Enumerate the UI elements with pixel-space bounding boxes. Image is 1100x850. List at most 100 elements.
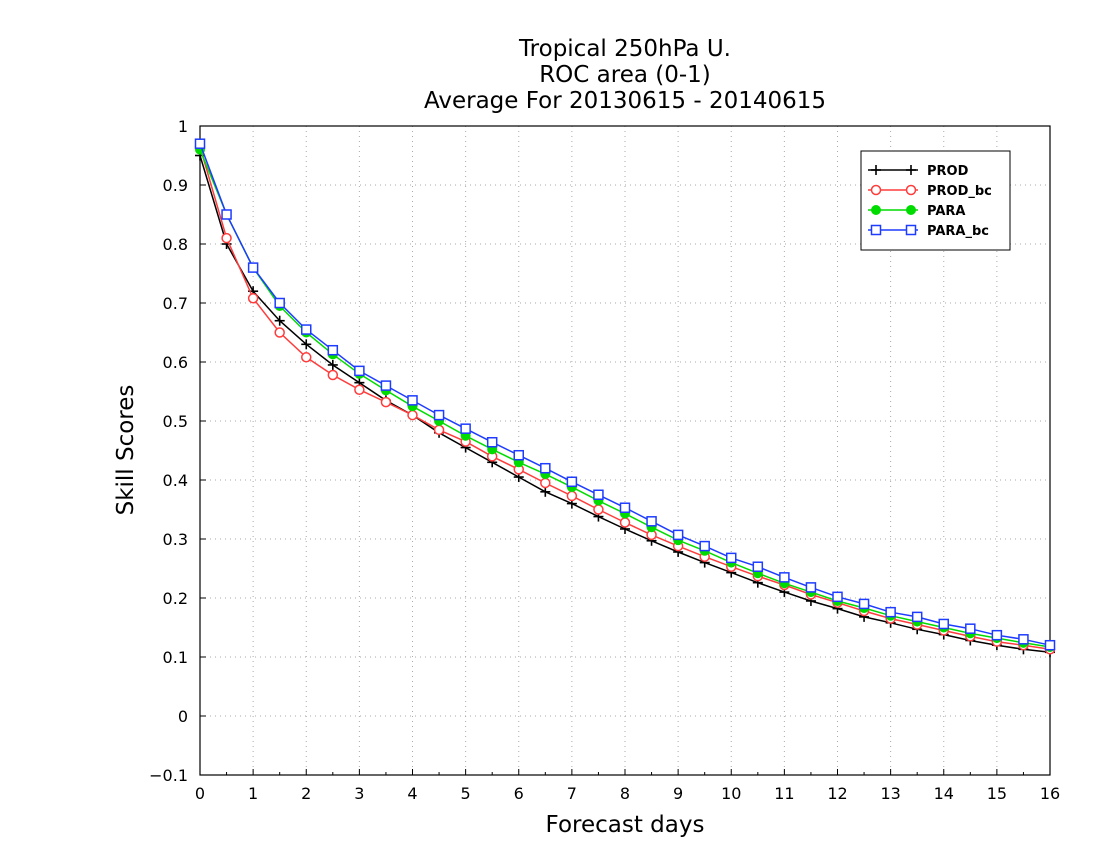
x-axis-label: Forecast days <box>546 812 705 838</box>
circle-marker <box>407 409 418 421</box>
y-tick-label: 0.9 <box>163 176 188 195</box>
x-tick-label: 0 <box>195 784 205 803</box>
square-marker <box>221 209 232 220</box>
y-tick-label: 1 <box>178 117 188 136</box>
x-tick-label: 9 <box>673 784 683 803</box>
chart-title-line-1: Tropical 250hPa U. <box>519 36 731 62</box>
circle-marker <box>274 327 285 338</box>
x-tick-label: 1 <box>248 784 258 803</box>
circle-marker <box>327 369 339 381</box>
x-tick-label: 10 <box>721 784 741 803</box>
square-marker <box>301 324 312 335</box>
x-tick-label: 16 <box>1040 784 1060 803</box>
x-tick-label: 6 <box>514 784 524 803</box>
square-marker <box>354 365 365 377</box>
square-marker <box>832 591 843 603</box>
square-marker <box>194 138 206 149</box>
series-para_bc <box>194 138 1056 651</box>
grid <box>200 126 1050 775</box>
square-marker <box>911 611 923 623</box>
plus-marker <box>871 165 881 175</box>
y-tick-label: 0 <box>178 707 188 726</box>
x-tick-label: 12 <box>827 784 847 803</box>
x-tick-label: 3 <box>354 784 364 803</box>
plus-marker <box>301 339 312 350</box>
legend-label: PROD <box>927 164 969 179</box>
square-marker <box>619 502 631 513</box>
y-tick-label: 0.6 <box>163 353 188 372</box>
x-tick-label: 7 <box>567 784 577 803</box>
x-tick-label: 5 <box>461 784 471 803</box>
chart-title-line-3: Average For 20130615 - 20140615 <box>423 88 827 114</box>
square-marker <box>540 462 551 474</box>
square-marker <box>938 618 949 630</box>
square-marker <box>646 516 657 527</box>
square-marker <box>752 561 764 572</box>
square-marker <box>247 262 259 273</box>
y-tick-label: 0.3 <box>163 530 188 549</box>
x-tick-label: 11 <box>774 784 794 803</box>
circle-marker <box>433 424 445 436</box>
circle-marker <box>380 396 392 408</box>
square-marker <box>460 423 471 434</box>
filled-circle-marker <box>871 205 881 215</box>
square-marker <box>433 409 445 421</box>
square-marker <box>905 224 917 236</box>
square-marker <box>1044 639 1056 651</box>
square-marker <box>593 489 604 500</box>
plus-marker <box>274 315 285 326</box>
square-marker <box>274 297 285 309</box>
plus-marker <box>540 486 551 497</box>
legend-item-prod_bc: PROD_bc <box>868 184 992 199</box>
x-tick-label: 4 <box>407 784 417 803</box>
y-tick-label: 0.4 <box>163 471 188 490</box>
legend-item-para: PARA <box>868 204 965 219</box>
square-marker <box>805 582 817 593</box>
filled-circle-marker <box>906 205 916 215</box>
legend: PROD PROD_bc PARA PARA_bc <box>860 150 1011 251</box>
circle-marker <box>870 184 882 196</box>
legend-item-prod: PROD <box>868 164 969 179</box>
circle-marker <box>301 352 312 363</box>
y-axis-label: Skill Scores <box>113 385 139 516</box>
square-marker <box>407 395 418 406</box>
circle-marker <box>354 384 365 395</box>
circle-marker <box>221 232 232 244</box>
x-tick-label: 2 <box>301 784 311 803</box>
series <box>194 138 1056 658</box>
square-marker <box>486 436 498 448</box>
legend-item-para_bc: PARA_bc <box>868 224 989 239</box>
legend-label: PARA <box>927 204 965 219</box>
square-marker <box>327 344 339 356</box>
y-tick-label: 0.2 <box>163 589 188 608</box>
chart-title-line-2: ROC area (0-1) <box>539 62 711 88</box>
square-marker <box>380 380 392 391</box>
circle-marker <box>540 477 551 489</box>
x-tick-label: 14 <box>934 784 954 803</box>
y-tick-label: 0.1 <box>163 648 188 667</box>
legend-label: PARA_bc <box>927 224 989 239</box>
series-prod <box>195 150 1055 658</box>
circle-marker <box>566 490 578 502</box>
square-marker <box>965 623 976 634</box>
y-tick-label: −0.1 <box>149 766 188 785</box>
square-marker <box>858 598 870 610</box>
circle-marker <box>247 293 259 304</box>
square-marker <box>513 449 524 461</box>
square-marker <box>885 606 896 618</box>
circle-marker <box>593 504 604 515</box>
plus-marker <box>327 359 338 370</box>
legend-box <box>860 150 1011 251</box>
square-marker <box>779 572 790 583</box>
circle-marker <box>905 184 917 196</box>
legend-label: PROD_bc <box>927 184 992 199</box>
square-marker <box>699 540 710 552</box>
plus-marker <box>906 165 916 175</box>
square-marker <box>991 629 1003 641</box>
square-marker <box>870 224 882 236</box>
square-marker <box>726 552 737 564</box>
y-tick-label: 0.5 <box>163 412 188 431</box>
x-tick-label: 13 <box>880 784 900 803</box>
circle-marker <box>619 517 631 528</box>
